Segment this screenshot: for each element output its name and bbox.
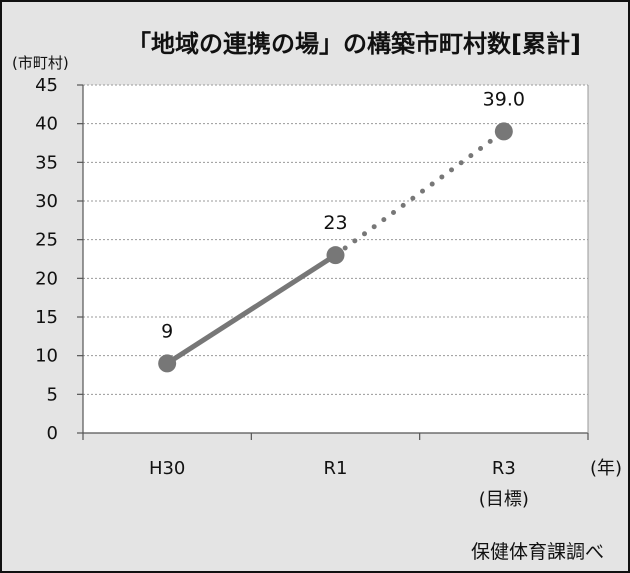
data-label: 9	[161, 320, 173, 342]
series-segment-dotted	[333, 128, 507, 258]
data-point	[494, 122, 513, 141]
y-tick-labels: 0 5 10 15 20 25 30 35 40 45	[35, 75, 58, 444]
y-tick-label: 5	[47, 384, 58, 405]
data-label: 39.0	[483, 88, 525, 110]
x-axis-unit-label: (年)	[590, 458, 622, 479]
data-labels: 9 23 39.0	[161, 88, 525, 342]
chart-title: 「地域の連携の場」の構築市町村数[累計]	[127, 30, 581, 58]
x-category-labels: H30 R1 R3 (目標)	[149, 458, 529, 510]
y-axis-unit-label: (市町村)	[12, 54, 69, 72]
data-point	[326, 246, 345, 265]
series-segment-solid	[165, 253, 337, 366]
axes	[77, 84, 589, 440]
y-tick-label: 40	[35, 114, 58, 135]
x-tick-label: R1	[324, 458, 348, 479]
data-label: 23	[323, 212, 347, 234]
y-tick-label: 10	[35, 346, 58, 367]
data-point	[158, 354, 177, 373]
x-tick-label: H30	[149, 458, 185, 479]
y-tick-label: 20	[35, 268, 58, 289]
y-tick-label: 15	[35, 307, 58, 328]
y-tick-label: 0	[47, 423, 58, 444]
y-tick-label: 30	[35, 191, 58, 212]
data-points	[158, 122, 513, 373]
y-tick-label: 25	[35, 230, 58, 251]
x-tick-note: (目標)	[479, 489, 529, 510]
x-tick-label: R3	[492, 458, 516, 479]
gridlines	[83, 84, 588, 395]
y-tick-label: 45	[35, 75, 58, 96]
series-line	[165, 128, 507, 366]
y-tick-label: 35	[35, 152, 58, 173]
source-note: 保健体育課調べ	[471, 541, 604, 563]
